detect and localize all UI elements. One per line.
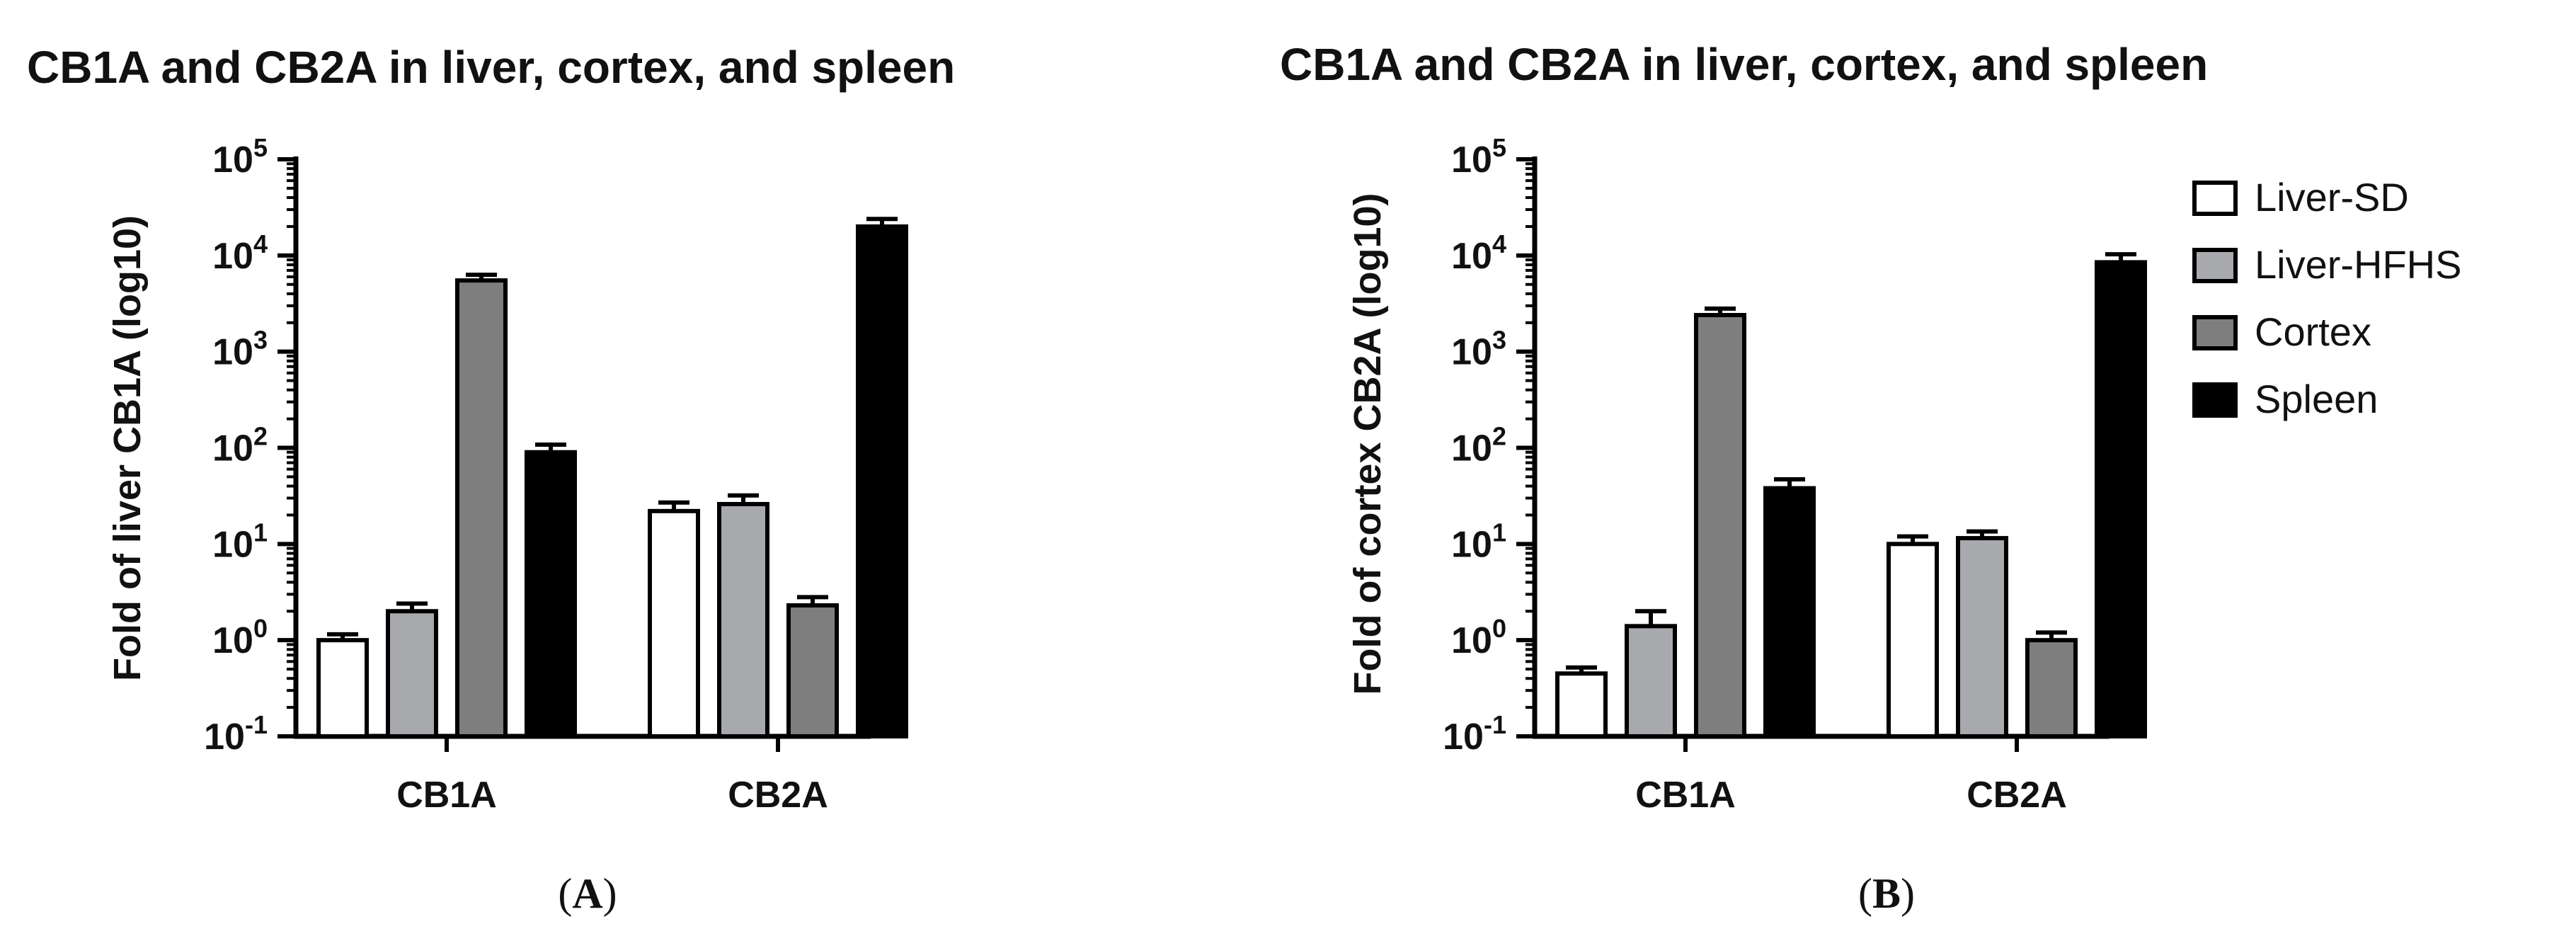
legend-label: Liver-SD — [2255, 175, 2409, 219]
panel-a-bar — [717, 501, 769, 738]
panel-a-y-tick-label: 10-1 — [204, 710, 268, 758]
panel-a-y-tick-base: 10 — [212, 428, 253, 469]
panel-a-y-tick-label: 104 — [212, 229, 268, 277]
panel-a-y-tick-label: 105 — [212, 133, 268, 181]
panel-b-y-tick-label: 104 — [1451, 229, 1506, 277]
panel-a-bar — [648, 508, 700, 738]
panel-a-y-tick-base: 10 — [212, 139, 253, 181]
panel-a-y-tick-exponent: -1 — [245, 710, 268, 739]
panel-b-y-tick-label: 105 — [1451, 133, 1506, 181]
legend-swatch — [2192, 248, 2238, 283]
legend-swatch — [2192, 315, 2238, 350]
panel-b-y-tick-base: 10 — [1451, 428, 1492, 469]
panel-b-y-tick-exponent: 1 — [1492, 518, 1506, 547]
panel-a-y-axis-label: Fold of liver CB1A (log10) — [106, 215, 149, 681]
panel-b-bar — [1625, 624, 1677, 739]
legend-swatch — [2192, 181, 2238, 216]
panel-a-y-tick-base: 10 — [212, 236, 253, 277]
panel-b-bar — [2095, 260, 2147, 738]
panel-a-y-tick-exponent: 0 — [253, 614, 268, 643]
panel-b-y-tick-label: 100 — [1451, 614, 1506, 661]
panel-a-y-tick-label: 103 — [212, 326, 268, 373]
panel-a-bar — [455, 278, 508, 739]
panel-a-y-tick-base: 10 — [212, 524, 253, 565]
panel-a: CB1A and CB2A in liver, cortex, and sple… — [27, 42, 955, 917]
panel-b-x-tick-label: CB1A — [1635, 775, 1736, 816]
legend-label: Spleen — [2255, 377, 2378, 421]
panel-b-y-tick-base: 10 — [1443, 717, 1484, 758]
legend-label: Cortex — [2255, 309, 2371, 354]
panel-b-y-tick-exponent: 5 — [1492, 133, 1506, 162]
panel-b-x-tick-label: CB2A — [1967, 775, 2067, 816]
panel-b-title: CB1A and CB2A in liver, cortex, and sple… — [1280, 39, 2208, 90]
panel-b-y-tick-base: 10 — [1451, 524, 1492, 565]
panel-a-y-tick-label: 102 — [212, 422, 268, 469]
panel-a-y-tick-base: 10 — [212, 332, 253, 373]
panel-b-label: (B) — [1858, 870, 1915, 917]
panel-b-y-tick-label: 102 — [1451, 422, 1506, 469]
panel-b-y-tick-exponent: -1 — [1484, 710, 1506, 739]
panel-b-y-tick-base: 10 — [1451, 139, 1492, 181]
panel-a-y-tick-exponent: 5 — [253, 133, 268, 162]
panel-a-bar — [856, 224, 908, 738]
panel-a-bar — [525, 450, 577, 738]
panel-a-y-tick-label: 100 — [212, 614, 268, 661]
legend-swatch — [2192, 382, 2238, 418]
panel-a-y-tick-exponent: 4 — [253, 229, 268, 258]
panel-b-y-tick-base: 10 — [1451, 236, 1492, 277]
panel-b-bar — [1763, 486, 1816, 738]
panel-a-y-tick-label: 101 — [212, 518, 268, 565]
panel-b-y-axis-label: Fold of cortex CB2A (log10) — [1346, 193, 1389, 695]
panel-a-bar — [386, 609, 438, 738]
panel-b-y-tick-base: 10 — [1451, 332, 1492, 373]
panel-b-bar — [1887, 542, 1939, 738]
panel-b-y-tick-exponent: 3 — [1492, 326, 1506, 355]
panel-b: CB1A and CB2A in liver, cortex, and sple… — [1280, 39, 2208, 917]
panel-a-title: CB1A and CB2A in liver, cortex, and sple… — [27, 42, 955, 93]
panel-b-y-tick-exponent: 2 — [1492, 422, 1506, 451]
panel-b-letter: B — [1872, 870, 1901, 917]
panel-b-bars — [1555, 252, 2147, 739]
panel-a-bar — [786, 603, 839, 739]
panel-b-y-tick-label: 10-1 — [1443, 710, 1506, 758]
panel-b-y-tick-label: 103 — [1451, 326, 1506, 373]
legend-label: Liver-HFHS — [2255, 242, 2461, 287]
panel-a-y-tick-exponent: 2 — [253, 422, 268, 451]
panel-a-y-tick-exponent: 1 — [253, 518, 268, 547]
panel-a-y-tick-exponent: 3 — [253, 326, 268, 355]
panel-b-bar — [1555, 671, 1608, 739]
panel-a-x-tick-label: CB2A — [728, 775, 828, 816]
panel-b-bar — [2025, 638, 2078, 739]
panel-b-y-tick-exponent: 4 — [1492, 229, 1506, 258]
panel-a-y-tick-base: 10 — [212, 620, 253, 661]
panel-b-bar — [1694, 313, 1746, 738]
panel-b-y-tick-base: 10 — [1451, 620, 1492, 661]
panel-b-y-tick-exponent: 0 — [1492, 614, 1506, 643]
panel-a-letter: A — [572, 870, 602, 917]
panel-a-bars — [316, 217, 908, 739]
legend: Liver-SD Liver-HFHS Cortex Spleen — [2192, 175, 2461, 421]
panel-a-x-tick-label: CB1A — [396, 775, 497, 816]
panel-a-y-tick-base: 10 — [204, 717, 245, 758]
panel-b-bar — [1956, 536, 2008, 739]
panel-a-bar — [316, 638, 369, 739]
panel-a-label: (A) — [558, 870, 617, 917]
panel-b-y-tick-label: 101 — [1451, 518, 1506, 565]
